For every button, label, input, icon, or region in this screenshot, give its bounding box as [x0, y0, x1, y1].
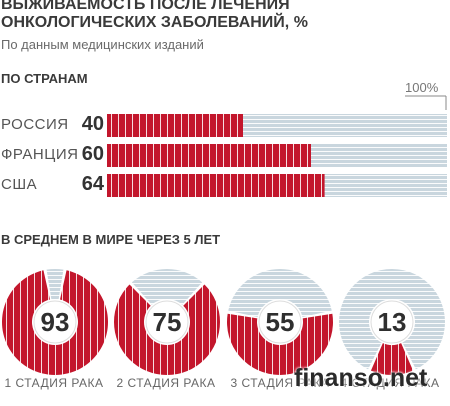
stage-label-3: 3 СТАДИЯ РАКА	[230, 376, 330, 390]
donut-center-1	[33, 300, 77, 344]
stage-label-1: 1 СТАДИЯ РАКА	[4, 376, 104, 390]
chart-title: ВЫЖИВАЕМОСТЬ ПОСЛЕ ЛЕЧЕНИЯ ОНКОЛОГИЧЕСКИ…	[1, 0, 308, 31]
country-label-russia: РОССИЯ	[1, 116, 69, 133]
donut-slice-4	[370, 343, 414, 375]
country-label-usa: США	[1, 176, 38, 193]
bar-франция	[107, 144, 311, 167]
bar-value-russia: 40	[81, 113, 104, 135]
country-label-france: ФРАНЦИЯ	[1, 146, 79, 163]
donut-value-4: 13	[378, 307, 407, 337]
watermark: finanso.net	[294, 364, 428, 392]
donut-rest-1	[46, 269, 64, 300]
donut-value-3: 55	[266, 307, 295, 337]
stage-label-2: 2 СТАДИЯ РАКА	[116, 376, 216, 390]
bar-value-france: 60	[81, 143, 104, 165]
donut-slice-1	[1, 270, 109, 376]
section-world-average: В СРЕДНЕМ В МИРЕ ЧЕРЕЗ 5 ЛЕТ	[1, 232, 221, 247]
donut-slice-2	[113, 284, 220, 376]
donut-center-3	[258, 300, 302, 344]
bar-сша	[107, 174, 325, 197]
donut-center-2	[145, 300, 189, 344]
bar-россия	[107, 114, 243, 137]
section-by-country: ПО СТРАНАМ	[1, 71, 88, 86]
max-label: 100%	[405, 80, 439, 95]
donut-value-2: 75	[153, 307, 182, 337]
stage-label-4: 4 СТАДИЯ РАКА	[340, 376, 440, 390]
donut-rest-3	[228, 269, 332, 318]
donut-rest-2	[131, 269, 203, 305]
donut-rest-4	[339, 268, 446, 370]
bar-value-usa: 64	[81, 173, 104, 195]
chart-subtitle: По данным медицинских изданий	[1, 37, 204, 52]
donut-value-1: 93	[41, 307, 70, 337]
donut-center-4	[370, 300, 414, 344]
donut-slice-3	[226, 313, 333, 375]
